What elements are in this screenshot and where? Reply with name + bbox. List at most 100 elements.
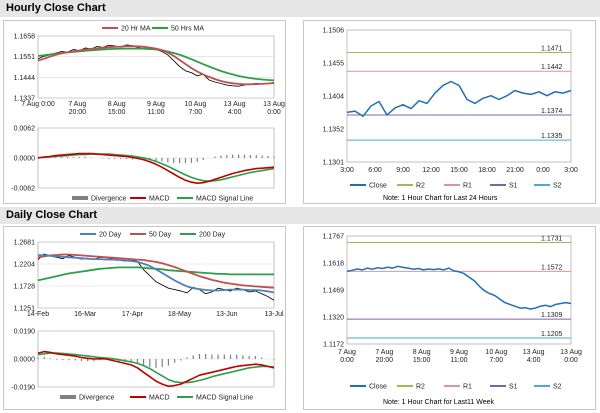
daily-price-ytick-label: 1.1728	[14, 284, 36, 291]
daily-pivot-ytick-label: 1.1172	[323, 342, 344, 349]
daily-legend-close-label: Close	[369, 384, 387, 391]
hourly-pivot-note: Note: 1 Hour Chart for Last 24 Hours	[383, 195, 498, 202]
daily-pivot-close-line	[346, 265, 572, 310]
hourly-price-xtick-label: 7 Aug	[68, 101, 86, 108]
daily-pivot-xtick-label: 7:00	[490, 357, 504, 364]
daily-pivot-s2-level-label: 1.1205	[541, 331, 563, 338]
hourly-pivot-xtick-label: 0:00	[536, 167, 550, 174]
daily-price-xtick-label: 18-May	[168, 311, 192, 318]
hourly-pivot-xtick-label: 3:00	[564, 167, 578, 174]
hourly-legend-s2-label: S2	[553, 183, 562, 190]
daily-legend-s1-label: S1	[509, 384, 518, 391]
hourly-pivot-ytick-label: 1.1404	[323, 94, 345, 101]
daily-price-xtick-label: 17-Apr	[122, 311, 144, 318]
daily-price-xtick-label: 16-Mar	[74, 311, 97, 318]
hourly-section-title: Hourly Close Chart	[0, 0, 600, 17]
hourly-pivot-s1-level-label: 1.1374	[541, 108, 563, 115]
daily-legend-r1-label: R1	[463, 384, 472, 391]
hourly-pivot-close-line	[346, 80, 572, 118]
hourly-left-panel	[3, 20, 286, 204]
hourly-price-ma20-line	[37, 45, 275, 86]
daily-legend-signal-label: MACD Signal Line	[196, 395, 253, 402]
hourly-pivot-xtick-label: 18:00	[478, 167, 496, 174]
daily-macd-signal-line	[37, 352, 275, 384]
hourly-price-xtick-label: 15:00	[108, 109, 126, 116]
hourly-pivot-xtick-label: 15:00	[450, 167, 468, 174]
hourly-pivot-ytick-label: 1.1506	[323, 28, 345, 35]
hourly-price-xtick-label: 0:00	[267, 109, 281, 116]
daily-price-ma20-line	[37, 254, 275, 294]
hourly-pivot-xtick-label: 3:00	[340, 167, 354, 174]
hourly-pivot-plot-area	[346, 29, 572, 163]
daily-macd-ytick-label: 0.0000	[14, 357, 36, 364]
daily-legend-s2-label: S2	[553, 384, 562, 391]
hourly-pivot-ytick-label: 1.1352	[323, 127, 345, 134]
daily-pivot-xtick-label: 0:00	[564, 357, 578, 364]
hourly-macd-macd-line	[37, 152, 275, 184]
legend-200-day-label: 200 Day	[199, 232, 226, 239]
daily-pivot-xtick-label: 20:00	[376, 357, 394, 364]
hourly-price-xtick-label: 8 Aug	[108, 101, 126, 108]
hourly-price-ytick-label: 1.1337	[14, 96, 36, 103]
hourly-price-ytick-label: 1.1551	[14, 54, 36, 61]
daily-pivot-xtick-label: 4:00	[527, 357, 541, 364]
daily-pivot-r1-level-label: 1.1572	[541, 264, 563, 271]
hourly-price-ytick-label: 1.1658	[14, 34, 36, 41]
hourly-macd-ytick-label: -0.0062	[11, 186, 35, 193]
daily-legend-divergence-swatch	[60, 395, 76, 399]
hourly-price-xtick-label: 9 Aug	[147, 101, 165, 108]
daily-macd-ytick-label: 0.0190	[14, 329, 36, 336]
daily-price-xtick-label: 13-Jun	[216, 311, 238, 318]
hourly-pivot-r2-level-label: 1.1471	[541, 46, 563, 53]
hourly-pivot-xtick-label: 21:00	[506, 167, 524, 174]
daily-macd-ytick-label: -0.0190	[11, 385, 35, 392]
hourly-legend-divergence-swatch	[72, 196, 88, 200]
daily-pivot-xtick-label: 7 Aug	[375, 349, 393, 356]
hourly-legend-signal-label: MACD Signal Line	[196, 196, 253, 203]
legend-20-day-label: 20 Day	[99, 232, 122, 239]
legend-20hr-ma-label: 20 Hr MA	[121, 26, 151, 33]
hourly-legend-r1-label: R1	[463, 183, 472, 190]
hourly-price-xtick-label: 20:00	[69, 109, 87, 116]
hourly-pivot-s2-level-label: 1.1335	[541, 133, 563, 140]
daily-left-panel	[3, 226, 286, 410]
legend-50hrs-ma-label: 50 Hrs MA	[171, 26, 204, 33]
daily-pivot-r2-level-label: 1.1731	[541, 236, 563, 243]
daily-pivot-ytick-label: 1.1469	[323, 288, 345, 295]
hourly-macd-ytick-label: 0.0062	[14, 126, 36, 133]
daily-pivot-note: Note: 1 Hour Chart for Last11 Week	[383, 399, 495, 406]
daily-pivot-xtick-label: 9 Aug	[450, 349, 468, 356]
daily-right-panel	[303, 226, 596, 410]
daily-pivot-xtick-label: 15:00	[413, 357, 431, 364]
hourly-pivot-xtick-label: 9:00	[396, 167, 410, 174]
hourly-macd-ytick-label: 0.0000	[14, 156, 36, 163]
daily-price-ytick-label: 1.1251	[14, 306, 36, 313]
daily-pivot-ytick-label: 1.1320	[323, 315, 345, 322]
daily-pivot-ytick-label: 1.1767	[323, 234, 345, 241]
hourly-price-xtick-label: 11:00	[148, 109, 165, 116]
daily-pivot-xtick-label: 8 Aug	[413, 349, 431, 356]
daily-price-xtick-label: 13-Jul	[264, 311, 284, 318]
daily-legend-r2-label: R2	[416, 384, 425, 391]
daily-price-ytick-label: 1.2681	[14, 240, 36, 247]
daily-price-ytick-label: 1.2204	[14, 262, 36, 269]
hourly-pivot-xtick-label: 12:00	[422, 167, 440, 174]
daily-pivot-xtick-label: 13 Aug	[523, 349, 545, 356]
hourly-price-xtick-label: 7 Aug 0:00	[21, 101, 55, 108]
daily-pivot-xtick-label: 10 Aug	[485, 349, 507, 356]
hourly-price-xtick-label: 10 Aug	[184, 101, 206, 108]
hourly-pivot-ytick-label: 1.1301	[323, 160, 345, 167]
hourly-price-xtick-label: 13 Aug	[224, 101, 246, 108]
hourly-legend-s1-label: S1	[509, 183, 518, 190]
hourly-legend-r2-label: R2	[416, 183, 425, 190]
legend-50-day-label: 50 Day	[149, 232, 172, 239]
hourly-macd-signal-line	[38, 153, 275, 182]
hourly-price-ytick-label: 1.1444	[14, 75, 36, 82]
hourly-legend-macd-label: MACD	[149, 196, 170, 203]
hourly-pivot-r1-level-label: 1.1442	[541, 64, 563, 71]
hourly-price-xtick-label: 13 Aug	[263, 101, 285, 108]
daily-price-xtick-label: 14-Feb	[27, 311, 49, 318]
hourly-price-plot-area	[37, 35, 275, 99]
hourly-pivot-ytick-label: 1.1455	[323, 61, 345, 68]
